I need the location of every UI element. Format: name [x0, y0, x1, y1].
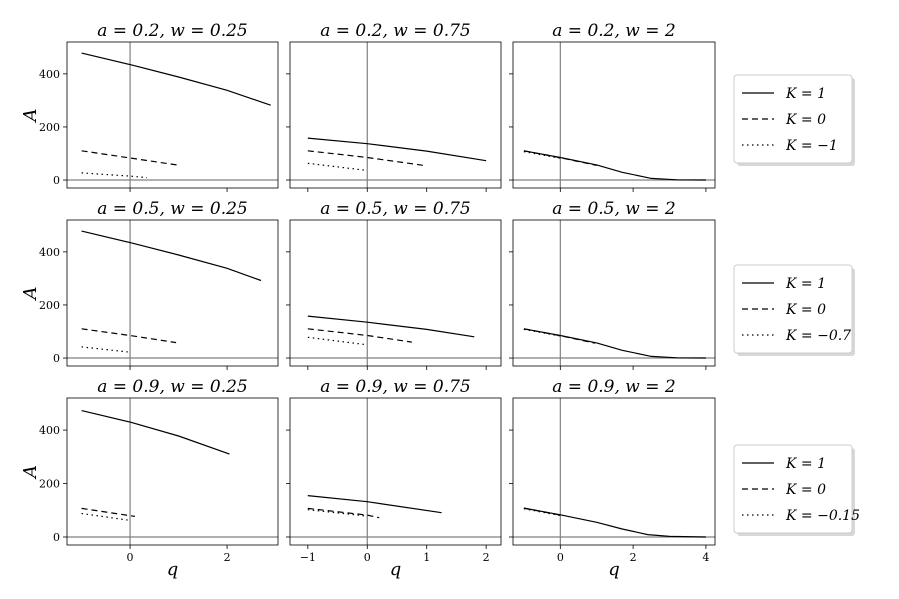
series-line-dotted [523, 328, 561, 337]
axes-frame [512, 397, 716, 546]
subplot-title: a = 0.9, w = 0.75 [320, 377, 471, 397]
subplot-r2-c1: −1 0 1 2 a = 0.9, w = 0.75 q [286, 377, 502, 580]
y-tick-label: 200 [39, 299, 60, 312]
subplot-r2-c0: 0 200 400 0 2 a = 0.9, w = 0.25 Aq [20, 377, 279, 580]
x-axis-label: q [390, 559, 402, 580]
series-line-dotted [523, 151, 561, 159]
subplot-r0-c1: a = 0.2, w = 0.75 [286, 21, 502, 192]
legend-label: K = −0.7 [785, 328, 851, 344]
subplot-title: a = 0.2, w = 0.75 [320, 21, 471, 41]
series-line-solid [81, 410, 230, 455]
legend-label: K = 1 [785, 456, 826, 472]
y-tick-label: 0 [53, 531, 60, 544]
y-axis-label: A [20, 465, 41, 480]
subplot-r1-c0: 0 200 400 a = 0.5, w = 0.25 A [20, 199, 279, 370]
series-line-solid [81, 230, 262, 282]
series-line-dotted [81, 346, 131, 353]
series-line-dotted [81, 172, 148, 179]
axes-frame [512, 219, 716, 367]
axes-frame [66, 397, 279, 546]
legend-row-2: K = 1 K = 0 K = −0.15 [733, 444, 860, 536]
series-line-dotted [307, 162, 368, 172]
y-tick-label: 400 [39, 424, 60, 437]
subplot-title: a = 0.5, w = 0.75 [320, 199, 471, 219]
series-line-dotted [81, 512, 131, 521]
series-line-dashed [523, 328, 596, 344]
series-line-solid [523, 150, 706, 181]
x-tick-label: 0 [557, 551, 564, 564]
legend-label: K = 1 [785, 276, 826, 292]
axes-frame [66, 41, 279, 189]
y-axis-label: A [20, 109, 41, 124]
legend-box [733, 444, 853, 534]
subplot-r1-c2: a = 0.5, w = 2 [509, 199, 716, 370]
axes-frame [66, 219, 279, 367]
subplot-r1-c1: a = 0.5, w = 0.75 [286, 199, 502, 370]
axes-frame [512, 41, 716, 189]
series-line-solid [307, 495, 442, 514]
series-line-dotted [307, 509, 368, 517]
x-axis-label: q [167, 559, 179, 580]
x-tick-label: 2 [630, 551, 637, 564]
y-tick-label: 0 [53, 352, 60, 365]
subplot-title: a = 0.5, w = 0.25 [97, 199, 248, 219]
axes-frame [289, 397, 502, 546]
axes-frame [289, 219, 502, 367]
subplot-title: a = 0.9, w = 0.25 [97, 377, 248, 397]
legend-row-1: K = 1 K = 0 K = −0.7 [733, 264, 855, 356]
series-line-dotted [307, 336, 368, 346]
y-tick-label: 200 [39, 121, 60, 134]
subplot-title: a = 0.9, w = 2 [552, 377, 675, 397]
x-tick-label: −1 [300, 551, 316, 564]
legend-row-0: K = 1 K = 0 K = −1 [733, 74, 855, 166]
legend-label: K = −0.15 [785, 508, 860, 524]
legend-label: K = 0 [785, 112, 826, 128]
x-tick-label: 2 [224, 551, 231, 564]
legend-label: K = 0 [785, 302, 826, 318]
legend-label: K = −1 [785, 138, 838, 154]
subplot-r0-c0: 0 200 400 a = 0.2, w = 0.25 A [20, 21, 279, 192]
legend-box [733, 264, 853, 354]
series-line-solid [307, 315, 475, 338]
y-tick-label: 400 [39, 246, 60, 259]
subplot-r0-c2: a = 0.2, w = 2 [509, 21, 716, 192]
x-tick-label: 2 [483, 551, 490, 564]
series-line-solid [523, 328, 706, 359]
series-line-dashed [81, 328, 177, 344]
legend-label: K = 1 [785, 86, 826, 102]
x-axis-label: q [608, 559, 620, 580]
x-tick-label: 0 [364, 551, 371, 564]
series-line-dotted [523, 508, 561, 517]
axes-frame [289, 41, 502, 189]
x-tick-label: 0 [127, 551, 134, 564]
legend-box [733, 74, 853, 164]
series-line-dashed [81, 507, 135, 517]
series-line-dashed [307, 150, 424, 166]
series-line-dashed [81, 150, 179, 166]
series-line-dashed [307, 328, 412, 343]
legends: K = 1K = 0K = −1K = 1K = 0K = −0.7K = 1K… [733, 74, 860, 536]
series-line-solid [81, 52, 271, 106]
y-tick-label: 200 [39, 478, 60, 491]
series-line-solid [307, 137, 487, 162]
y-tick-label: 400 [39, 68, 60, 81]
series-line-solid [523, 507, 706, 538]
subplot-title: a = 0.2, w = 2 [552, 21, 675, 41]
y-axis-label: A [20, 287, 41, 302]
series-line-dashed [523, 150, 597, 166]
x-tick-label: 1 [423, 551, 430, 564]
x-tick-label: 4 [702, 551, 709, 564]
subplot-r2-c2: 0 2 4 a = 0.9, w = 2 q [509, 377, 716, 580]
legend-label: K = 0 [785, 482, 826, 498]
subplot-title: a = 0.2, w = 0.25 [97, 21, 248, 41]
subplot-title: a = 0.5, w = 2 [552, 199, 675, 219]
y-tick-label: 0 [53, 174, 60, 187]
